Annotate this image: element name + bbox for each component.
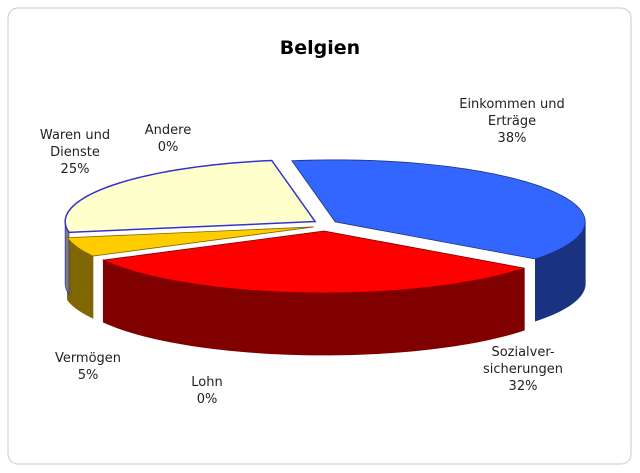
pie-slice xyxy=(101,230,525,294)
data-label-category: Lohn xyxy=(191,375,222,390)
data-label-value: 25% xyxy=(61,162,90,177)
pie-slice xyxy=(66,226,314,257)
data-label-category: Andere xyxy=(145,123,191,138)
data-label-category: Einkommen und Erträge xyxy=(459,97,565,129)
pie-tops xyxy=(64,159,586,294)
data-label-value: 5% xyxy=(78,368,99,383)
pie-sides xyxy=(64,221,586,356)
data-label-category: Vermögen xyxy=(55,351,121,366)
data-label-value: 0% xyxy=(158,140,179,155)
chart-title: Belgien xyxy=(280,37,360,59)
data-label-value: 0% xyxy=(197,392,218,407)
data-label-category: Waren und Dienste xyxy=(40,128,110,160)
data-label-category: Sozialver-sicherungen xyxy=(483,345,563,377)
data-label-value: 32% xyxy=(509,379,538,394)
data-label-value: 38% xyxy=(498,131,527,146)
pie-slice xyxy=(64,159,317,234)
pie-slice xyxy=(291,159,586,260)
